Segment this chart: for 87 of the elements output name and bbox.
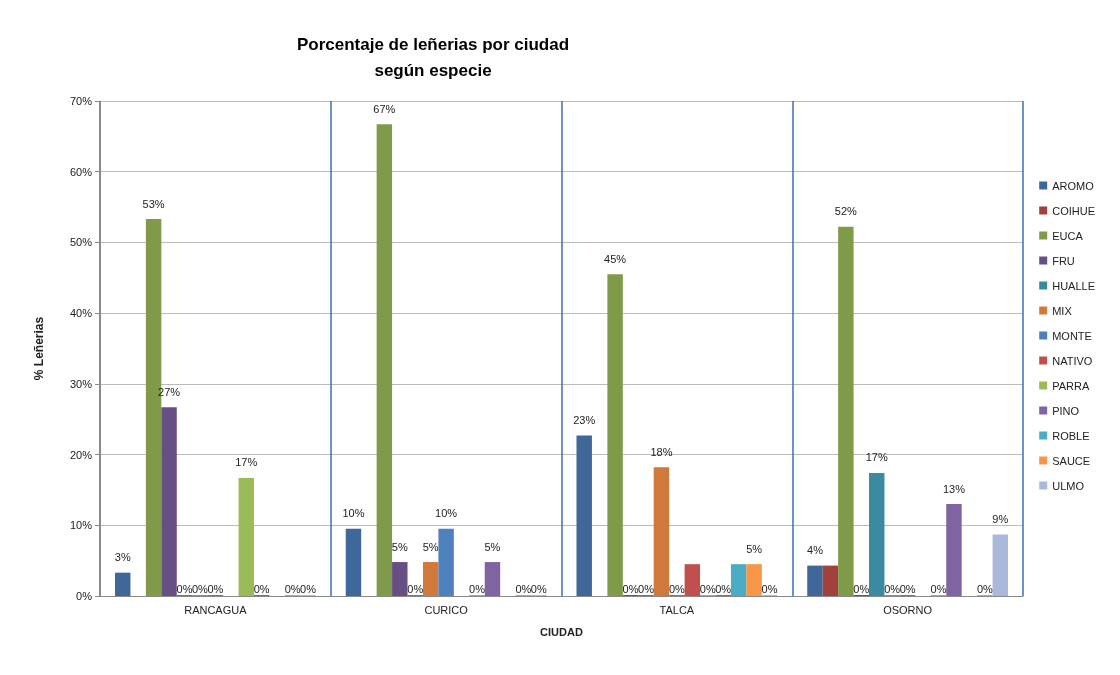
bar (838, 226, 854, 596)
bar (684, 564, 701, 596)
data-label: 0% (407, 582, 424, 595)
bar (807, 565, 823, 596)
chart-title: Porcentaje de leñerias por ciudad según especie (296, 34, 570, 80)
legend-label: MIX (1052, 304, 1073, 317)
bar (238, 477, 254, 596)
bar (392, 562, 408, 596)
bar (438, 528, 454, 596)
y-tick-label: 10% (69, 519, 93, 532)
bar (992, 534, 1008, 596)
x-axis-title: CIUDAD (540, 625, 583, 638)
data-label: 17% (235, 456, 258, 469)
data-label: 23% (573, 413, 596, 426)
data-label: 9% (992, 512, 1009, 525)
bar (376, 124, 393, 596)
bar (422, 562, 439, 596)
y-tick-label: 30% (69, 377, 93, 390)
legend-label: ULMO (1052, 479, 1085, 492)
y-tick-label: 60% (69, 165, 93, 178)
legend-label: FRU (1052, 254, 1075, 267)
y-tick-label: 40% (69, 307, 93, 320)
y-tick-label: 70% (69, 95, 93, 107)
bar (946, 504, 962, 596)
data-label: 0% (622, 582, 639, 595)
data-label: 53% (142, 197, 165, 210)
data-label: 0% (699, 582, 716, 595)
data-label: 4% (807, 544, 824, 557)
data-label: 0% (176, 582, 193, 595)
bar (822, 565, 839, 596)
data-label: 0% (300, 582, 317, 595)
legend-label: PINO (1052, 404, 1080, 417)
bar (484, 562, 501, 596)
data-label: 0% (884, 582, 901, 595)
x-tick-label: CURICO (424, 603, 469, 616)
x-tick-label: OSORNO (883, 603, 933, 616)
data-label: 17% (865, 451, 888, 464)
legend-label: SAUCE (1052, 454, 1091, 467)
data-label: 0% (469, 582, 486, 595)
y-tick-label: 0% (76, 590, 93, 602)
data-label: 0% (976, 582, 993, 595)
bar (730, 564, 747, 596)
data-label: 0% (515, 582, 532, 595)
data-label: 0% (899, 582, 916, 595)
data-label: 0% (930, 582, 947, 595)
data-label: 0% (284, 582, 301, 595)
data-label: 0% (207, 582, 224, 595)
data-label: 0% (638, 582, 655, 595)
data-label: 0% (853, 582, 870, 595)
legend-label: COIHUE (1052, 204, 1095, 217)
bar (607, 274, 623, 596)
y-tick-label: 20% (69, 448, 93, 461)
bar (746, 564, 762, 596)
legend-label: NATIVO (1052, 354, 1093, 367)
data-label: 10% (342, 507, 365, 520)
y-axis-title: % Leñerias (32, 316, 46, 381)
x-tick-label: RANCAGUA (184, 603, 248, 616)
data-label: 0% (715, 582, 732, 595)
data-label: 5% (391, 540, 408, 553)
data-label: 0% (761, 582, 778, 595)
data-label: 0% (668, 582, 686, 595)
data-label: 18% (650, 445, 673, 458)
legend-label: HUALLE (1052, 279, 1095, 292)
data-label: 5% (422, 540, 439, 553)
x-tick-label: TALCA (659, 603, 695, 616)
data-label: 45% (604, 252, 627, 265)
data-label: 5% (484, 540, 501, 553)
data-label: 5% (746, 542, 763, 555)
data-label: 0% (253, 582, 270, 595)
bar (576, 435, 592, 596)
y-tick-label: 50% (69, 236, 93, 249)
bar (653, 467, 670, 596)
data-label: 67% (373, 102, 396, 115)
legend-label: EUCA (1052, 229, 1084, 242)
data-label: 3% (114, 551, 131, 564)
bar (345, 528, 362, 596)
bar (869, 472, 885, 596)
data-label: 10% (435, 507, 458, 520)
legend-label: PARRA (1052, 379, 1090, 392)
data-label: 13% (942, 482, 966, 495)
legend-label: MONTE (1052, 329, 1092, 342)
legend-label: AROMO (1052, 179, 1095, 192)
data-label: 52% (834, 205, 858, 218)
legend-label: ROBLE (1052, 429, 1090, 442)
bar (161, 407, 177, 596)
bar (115, 572, 131, 596)
data-label: 0% (530, 582, 547, 595)
